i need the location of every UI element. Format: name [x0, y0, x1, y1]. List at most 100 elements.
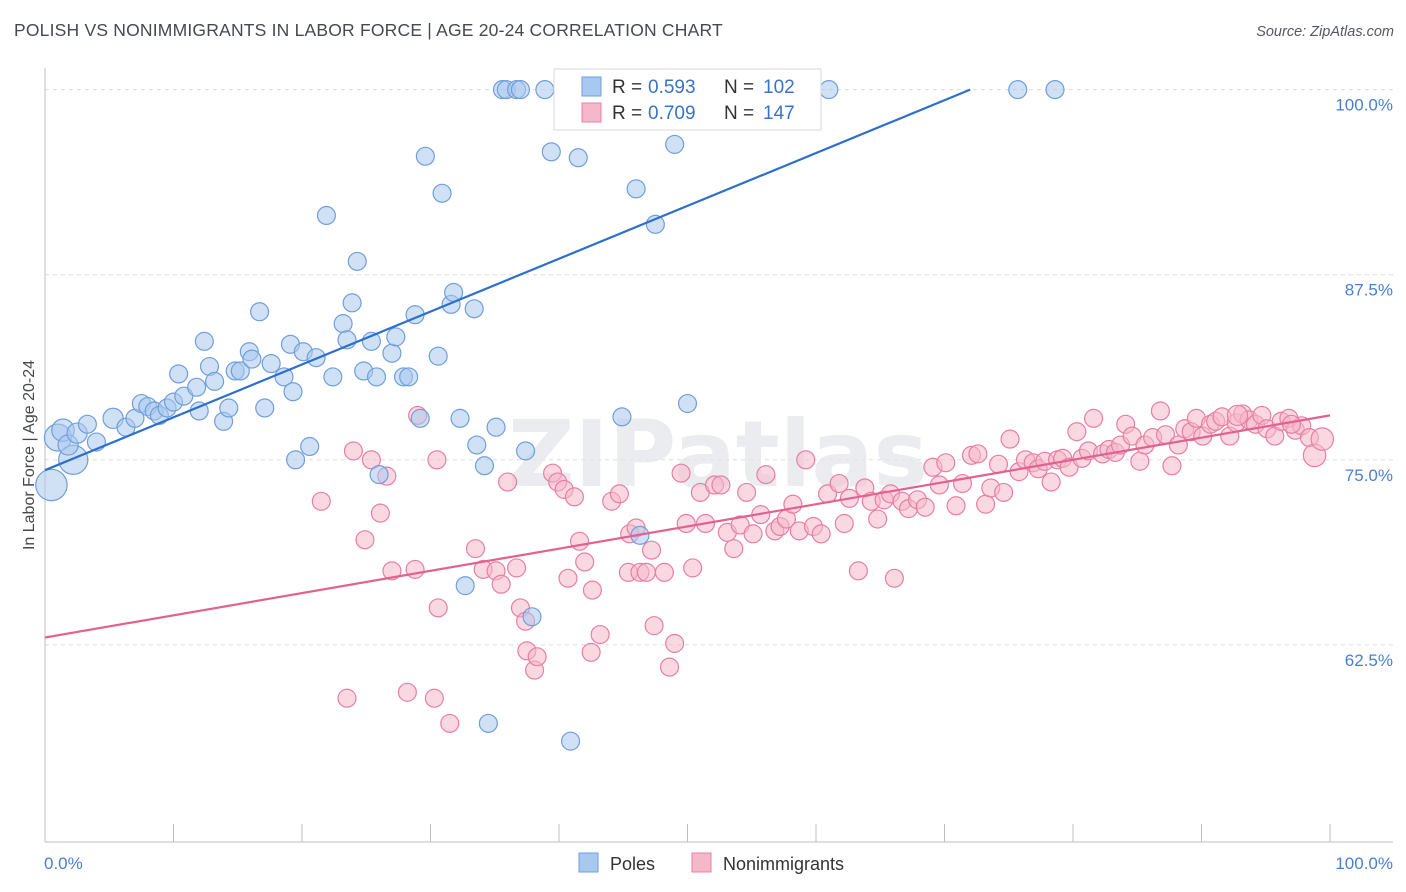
nonimmigrants-n-value: 147: [763, 103, 795, 124]
nonimmigrants-point: [1084, 408, 1104, 428]
nonimmigrants-point: [915, 497, 935, 517]
nonimmigrants-point: [968, 444, 988, 464]
nonimmigrants-point: [428, 598, 448, 618]
nonimmigrants-point: [311, 491, 331, 511]
nonimmigrants-point: [946, 496, 966, 516]
series-legend: Poles Nonimmigrants: [578, 852, 844, 874]
nonimmigrants-point: [834, 513, 854, 534]
poles-point: [187, 377, 207, 397]
poles-point: [415, 146, 435, 166]
chart-title: POLISH VS NONIMMIGRANTS IN LABOR FORCE |…: [14, 20, 723, 40]
y-tick-labels: 100.0% 87.5% 75.0% 62.5%: [1335, 96, 1393, 670]
poles-point: [819, 80, 839, 100]
poles-point: [300, 436, 320, 457]
nonimmigrants-point: [569, 531, 590, 551]
source-credit: Source: ZipAtlas.com: [1256, 24, 1394, 40]
nonimmigrants-point: [676, 513, 696, 534]
nonimmigrants-point: [498, 472, 518, 492]
nonimmigrants-point: [848, 561, 868, 581]
nonimmigrants-point: [994, 482, 1014, 502]
poles-point: [333, 314, 353, 334]
poles-point: [478, 713, 498, 733]
nonimmigrants-point: [370, 503, 390, 523]
nonimmigrants-point: [737, 482, 757, 502]
legend-nonimmigrants-swatch: [691, 852, 712, 873]
nonimmigrants-point: [590, 624, 610, 645]
nonimmigrants-point: [1000, 429, 1020, 449]
poles-point: [474, 456, 495, 476]
poles-point: [286, 450, 306, 470]
poles-point: [486, 417, 506, 437]
poles-point: [35, 468, 68, 502]
poles-n-value: 102: [763, 77, 795, 98]
y-tick-label: 62.5%: [1345, 651, 1393, 670]
poles-point: [541, 142, 561, 162]
poles-point: [464, 299, 484, 319]
poles-point: [230, 361, 250, 381]
poles-point: [347, 251, 367, 271]
poles-r-label: R =: [612, 77, 642, 98]
poles-point: [432, 183, 452, 203]
y-tick-label: 87.5%: [1345, 281, 1393, 300]
poles-point: [342, 293, 362, 313]
nonimmigrants-point: [636, 562, 656, 582]
poles-point: [242, 349, 262, 369]
nonimmigrants-n-label: N =: [724, 103, 754, 124]
poles-point: [386, 327, 406, 347]
poles-point: [428, 346, 448, 366]
poles-n-label: N =: [724, 77, 754, 98]
nonimmigrants-point: [558, 568, 578, 588]
nonimmigrants-point: [1162, 456, 1182, 476]
y-tick-label: 100.0%: [1335, 96, 1393, 115]
poles-point: [250, 302, 270, 322]
nonimmigrants-point: [1281, 414, 1302, 434]
nonimmigrants-point: [976, 494, 996, 514]
poles-swatch: [581, 76, 602, 97]
nonimmigrants-swatch: [581, 102, 602, 123]
nonimmigrants-point: [343, 441, 363, 461]
nonimmigrants-point: [1041, 472, 1061, 492]
poles-point: [410, 408, 430, 428]
x-tick-label-max: 100.0%: [1335, 854, 1393, 873]
poles-point: [77, 414, 97, 434]
nonimmigrants-point: [783, 494, 803, 514]
nonimmigrants-point: [711, 475, 731, 495]
poles-point: [369, 465, 389, 485]
nonimmigrants-r-value: 0.709: [648, 103, 696, 124]
nonimmigrants-point: [724, 539, 744, 559]
x-tick-label-min: 0.0%: [44, 854, 83, 873]
poles-point: [522, 607, 542, 627]
poles-point: [1045, 80, 1065, 100]
poles-point: [677, 393, 698, 414]
nonimmigrants-point: [936, 453, 956, 473]
nonimmigrants-point: [427, 450, 447, 470]
poles-point: [612, 407, 632, 427]
nonimmigrants-point: [1226, 404, 1249, 427]
poles-point: [194, 331, 214, 351]
poles-trend-line: [44, 88, 971, 472]
nonimmigrants-point: [609, 484, 629, 504]
nonimmigrants-point: [884, 568, 904, 588]
nonimmigrants-point: [829, 473, 849, 494]
legend-poles-label: Poles: [610, 854, 655, 874]
nonimmigrants-point: [1168, 435, 1188, 455]
poles-r-value: 0.593: [648, 77, 696, 98]
nonimmigrants-point: [424, 688, 444, 708]
nonimmigrants-point: [527, 647, 547, 667]
nonimmigrants-point: [644, 616, 664, 636]
legend-nonimmigrants-label: Nonimmigrants: [723, 854, 844, 874]
nonimmigrants-point: [355, 530, 375, 550]
axes: [44, 68, 1393, 843]
y-tick-label: 75.0%: [1345, 466, 1393, 485]
nonimmigrants-point: [756, 465, 776, 485]
poles-point: [274, 367, 294, 387]
nonimmigrants-point: [1067, 422, 1087, 442]
nonimmigrants-point: [465, 539, 486, 559]
nonimmigrants-r-label: R =: [612, 103, 642, 124]
nonimmigrants-point: [743, 524, 763, 544]
nonimmigrants-point: [868, 509, 888, 529]
poles-point: [366, 367, 387, 387]
nonimmigrants-point: [1150, 401, 1170, 421]
nonimmigrants-point: [491, 574, 511, 594]
